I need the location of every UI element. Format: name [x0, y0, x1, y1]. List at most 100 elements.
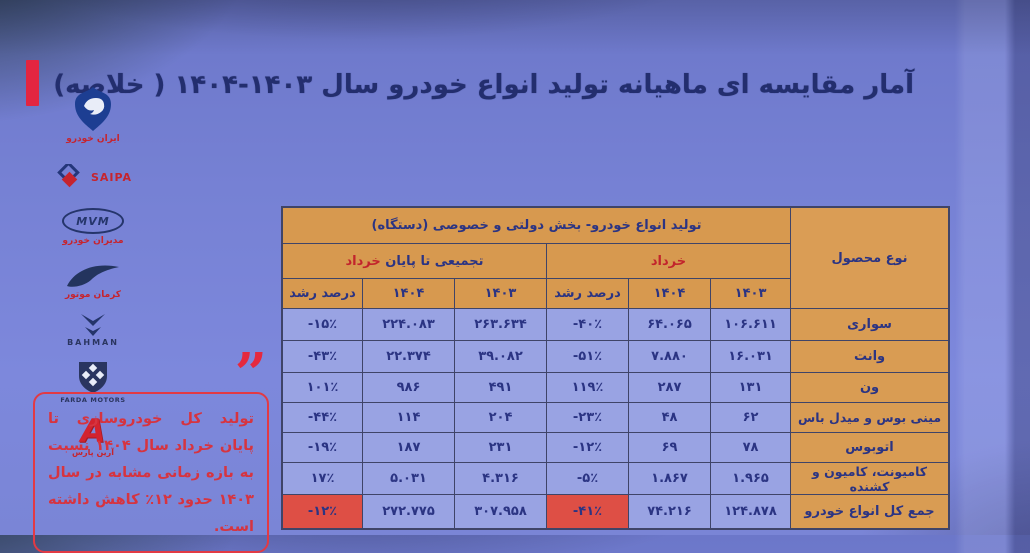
- table-row-passenger: -۱۵٪ ۲۲۴.۰۸۳ ۲۶۳.۶۳۴ -۴۰٪ ۶۴.۰۶۵ ۱۰۶.۶۱۱…: [282, 308, 950, 341]
- table-header-row-2: تجمیعی تا پایان خرداد خرداد: [282, 243, 949, 279]
- cell-cum-growth: -۱۵٪: [282, 308, 363, 341]
- cell-cum-growth: -۱۹٪: [282, 432, 363, 463]
- table-row-pickup: -۴۳٪ ۲۲.۳۷۴ ۳۹.۰۸۲ -۵۱٪ ۷.۸۸۰ ۱۶.۰۳۱ وان…: [282, 340, 950, 373]
- summary-note: ” تولید کل خودروسازی تا پایان خرداد سال …: [33, 346, 269, 553]
- farda-shield-icon: [78, 362, 107, 393]
- cell-cum-1403: ۴.۳۱۶: [454, 462, 547, 495]
- cell-kho-growth: -۲۳٪: [546, 402, 629, 433]
- saipa-logo: SAIPA: [54, 164, 132, 190]
- kerman-motor-logo: کرمان موتور: [65, 262, 121, 300]
- cell-kho-growth: -۵٪: [546, 462, 629, 495]
- row-label-total: جمع کل انواع خودرو: [790, 494, 950, 529]
- cell-kho-growth: -۵۱٪: [546, 340, 629, 373]
- mvm-caption: مدیران خودرو: [62, 236, 124, 246]
- row-label: وانت: [790, 340, 950, 373]
- table-header-row-1: تولید انواع خودرو- بخش دولتی و خصوصی (دس…: [281, 207, 950, 309]
- page-title: آمار مقایسه ای ماهیانه تولید انواع خودرو…: [53, 70, 914, 100]
- row-label: کامیونت، کامیون و کشنده: [790, 462, 950, 495]
- saipa-wordmark: SAIPA: [90, 170, 133, 184]
- kerman-motor-swoosh-icon: [67, 265, 119, 287]
- cell-kho-1404: ۷۴.۲۱۶: [628, 494, 711, 529]
- table-row-bus: -۱۹٪ ۱۸۷ ۲۳۱ -۱۲٪ ۶۹ ۷۸ اتوبوس: [282, 432, 950, 463]
- col-header-kho-1403: ۱۴۰۳: [709, 278, 792, 309]
- cell-cum-1404: ۲۲.۳۷۴: [362, 340, 455, 373]
- iran-khodro-caption: ایران خودرو: [66, 134, 120, 144]
- farda-motors-logo: FARDA MOTORS: [60, 360, 125, 404]
- mvm-logo: MVM مدیران خودرو: [62, 190, 124, 246]
- cell-cum-1403: ۴۹۱: [454, 372, 547, 403]
- row-label: ون: [790, 372, 950, 403]
- cell-kho-1404: ۱.۸۶۷: [628, 462, 711, 495]
- mvm-wordmark: MVM: [76, 214, 110, 228]
- cell-kho-1403: ۱۳۱: [709, 372, 792, 403]
- row-label: مینی بوس و میدل باس: [790, 402, 950, 433]
- title-accent-bar: [26, 60, 40, 106]
- cell-cum-growth: -۴۳٪: [282, 340, 363, 373]
- kerman-motor-caption: کرمان موتور: [64, 290, 122, 300]
- product-type-header: نوع محصول: [790, 207, 950, 309]
- cell-cum-1404: ۲۲۴.۰۸۳: [362, 308, 455, 341]
- table-top-header: تولید انواع خودرو- بخش دولتی و خصوصی (دس…: [281, 207, 792, 244]
- arian-pars-caption: آرین پارس: [72, 448, 114, 457]
- iran-khodro-logo: ایران خودرو: [66, 86, 120, 144]
- bahman-logo: BAHMAN: [67, 314, 119, 347]
- khordad-group-header: خرداد: [545, 243, 792, 279]
- slide-title-row: آمار مقایسه ای ماهیانه تولید انواع خودرو…: [26, 60, 914, 110]
- mvm-oval-icon: MVM: [62, 208, 124, 234]
- row-label: سواری: [790, 308, 950, 341]
- cell-kho-1404: ۲۸۷: [628, 372, 711, 403]
- cumulative-label: تجمیعی تا پایان: [380, 253, 484, 269]
- cell-kho-1403: ۱۰۶.۶۱۱: [709, 308, 792, 341]
- cumulative-group-header: تجمیعی تا پایان خرداد: [282, 243, 547, 279]
- cell-cum-1403: ۳۹.۰۸۲: [454, 340, 547, 373]
- cell-kho-1403: ۷۸: [709, 432, 792, 463]
- cell-cum-growth: ۱۷٪: [282, 462, 363, 495]
- cell-cum-1403: ۳۰۷.۹۵۸: [454, 494, 547, 529]
- cell-kho-1403: ۶۲: [709, 402, 792, 433]
- table-row-truck: ۱۷٪ ۵.۰۳۱ ۴.۳۱۶ -۵٪ ۱.۸۶۷ ۱.۹۶۵ کامیونت،…: [282, 462, 950, 495]
- khordad-label: خرداد: [650, 253, 687, 269]
- col-header-kho-1404: ۱۴۰۴: [628, 278, 711, 309]
- row-label: اتوبوس: [790, 432, 950, 463]
- summary-note-text: تولید کل خودروسازی تا پایان خرداد سال ۱۴…: [33, 392, 269, 553]
- cell-kho-1404: ۶۴.۰۶۵: [628, 308, 711, 341]
- cell-kho-growth: -۱۲٪: [546, 432, 629, 463]
- automaker-logos-column: ایران خودرو SAIPA MVM مدیران خودرو کرمان…: [28, 86, 158, 457]
- cell-cum-1403: ۲۶۳.۶۳۴: [454, 308, 547, 341]
- cell-cum-growth: -۴۴٪: [282, 402, 363, 433]
- cell-kho-1404: ۶۹: [628, 432, 711, 463]
- col-header-cum-1403: ۱۴۰۳: [454, 278, 547, 309]
- cell-kho-1403: ۱۶.۰۳۱: [709, 340, 792, 373]
- cell-kho-growth: -۴۰٪: [546, 308, 629, 341]
- farda-motors-caption: FARDA MOTORS: [60, 396, 126, 404]
- cell-kho-1404: ۷.۸۸۰: [628, 340, 711, 373]
- cell-cum-1404: ۵.۰۳۱: [362, 462, 455, 495]
- table-row-van: ۱۰۱٪ ۹۸۶ ۴۹۱ ۱۱۹٪ ۲۸۷ ۱۳۱ ون: [282, 372, 950, 403]
- table-row-minibus: -۴۴٪ ۱۱۴ ۲۰۴ -۲۳٪ ۴۸ ۶۲ مینی بوس و میدل …: [282, 402, 950, 433]
- col-header-kho-growth: درصد رشد: [546, 278, 629, 309]
- cell-cum-1404: ۱۸۷: [362, 432, 455, 463]
- col-header-cum-growth: درصد رشد: [282, 278, 363, 309]
- bahman-caption: BAHMAN: [67, 338, 119, 347]
- bahman-chevrons-icon: [81, 314, 105, 336]
- cell-cum-growth-total: -۱۲٪: [282, 494, 363, 529]
- cell-cum-growth: ۱۰۱٪: [282, 372, 363, 403]
- cell-kho-growth-total: -۴۱٪: [546, 494, 629, 529]
- table-row-total: -۱۲٪ ۲۷۲.۷۷۵ ۳۰۷.۹۵۸ -۴۱٪ ۷۴.۲۱۶ ۱۲۴.۸۷۸…: [282, 494, 950, 529]
- col-header-cum-1404: ۱۴۰۴: [362, 278, 455, 309]
- cell-cum-1404: ۲۷۲.۷۷۵: [362, 494, 455, 529]
- cumulative-khordad-label: خرداد: [345, 253, 381, 269]
- cell-kho-1404: ۴۸: [628, 402, 711, 433]
- iran-khodro-shield-icon: [75, 87, 111, 131]
- cell-kho-growth: ۱۱۹٪: [546, 372, 629, 403]
- production-table: تولید انواع خودرو- بخش دولتی و خصوصی (دس…: [281, 207, 950, 529]
- arian-a-icon: A: [80, 412, 106, 450]
- arian-pars-logo: A آرین پارس: [72, 404, 114, 457]
- cell-kho-1403: ۱۲۴.۸۷۸: [709, 494, 792, 529]
- cell-cum-1403: ۲۰۴: [454, 402, 547, 433]
- cell-kho-1403: ۱.۹۶۵: [709, 462, 792, 495]
- cell-cum-1404: ۱۱۴: [362, 402, 455, 433]
- cell-cum-1403: ۲۳۱: [454, 432, 547, 463]
- cell-cum-1404: ۹۸۶: [362, 372, 455, 403]
- quote-icon: ”: [234, 341, 267, 407]
